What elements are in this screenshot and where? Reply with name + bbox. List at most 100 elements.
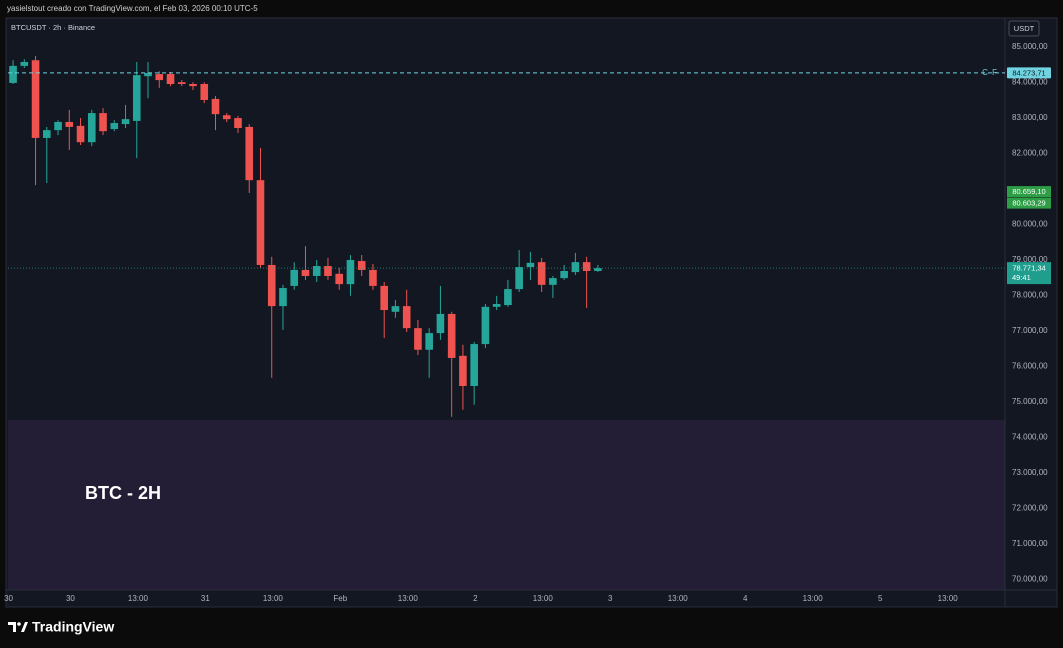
y-tick-label: 71.000,00 [1012,539,1048,548]
line-tag: C F [982,68,998,77]
x-tick-label: 13:00 [263,594,284,603]
candle-body [346,260,355,285]
candle-body [301,269,310,276]
candle-body [99,113,107,132]
candle-body [155,74,164,81]
logo-part [8,622,16,632]
candle-body [65,121,74,127]
candle-body [54,121,62,131]
candle-body [504,289,512,306]
candle-body [110,123,119,130]
y-tick-label: 83.000,00 [1012,113,1048,122]
y-tick-label: 77.000,00 [1012,326,1048,335]
price-label-box [1007,197,1051,209]
candle-body [279,288,287,307]
candle-body [9,65,17,83]
candle-body [357,261,366,270]
x-tick-label: Feb [333,594,347,603]
y-tick-label: 74.000,00 [1012,433,1048,442]
candle-body [166,74,175,84]
candle-body [335,273,344,285]
x-tick-label: 13:00 [128,594,149,603]
last-price-box [1007,262,1051,285]
x-tick-label: 2 [473,594,478,603]
candle-body [492,304,501,307]
x-tick-label: 13:00 [668,594,689,603]
candle-body [369,269,377,286]
currency-box[interactable] [1008,20,1040,37]
candle-body [177,82,186,84]
y-tick-label: 84.000,00 [1012,78,1048,87]
logo-part [17,622,21,626]
candle-body [425,333,433,350]
candle-body [459,355,467,386]
candle-body [234,118,242,128]
price-label: 80.603,29 [1012,199,1045,208]
candle-body [222,115,231,120]
line-price-label: 84.273,71 [1012,68,1045,77]
candle-body [43,130,51,138]
candle-body [245,126,254,181]
currency[interactable]: USDT [1014,24,1035,33]
logo-part [21,622,28,632]
candle-body [436,313,445,334]
candle-body [256,180,265,265]
x-tick-label: 13:00 [803,594,824,603]
candle-body [200,84,209,100]
y-tick-label: 78.000,00 [1012,291,1048,300]
y-tick-label: 85.000,00 [1012,42,1048,51]
y-tick-label: 82.000,00 [1012,149,1048,158]
line-price-box [1007,67,1051,79]
candle-body [447,313,456,358]
candle-body [380,285,388,311]
price-label: 80.659,10 [1012,187,1045,196]
candle-body [324,266,332,276]
candle-body [537,262,546,285]
y-tick-label: 80.000,00 [1012,220,1048,229]
candle-body [20,62,29,66]
candle-body [594,268,602,271]
brand-logo [8,622,28,632]
caption: yasielstout creado con TradingView.com, … [7,4,258,13]
x-tick-label: 13:00 [938,594,959,603]
candle-body [470,344,478,386]
candle-body [189,84,197,87]
x-tick-label: 4 [743,594,748,603]
candle-body [402,306,411,329]
candle-body [76,125,85,143]
candle-body [290,269,299,286]
candle-body [144,73,152,77]
candle-body [560,271,568,279]
candle-body [391,306,400,312]
candle-body [515,267,523,290]
candle-body [571,262,580,273]
highlight-zone [8,420,1005,590]
x-tick-label: 13:00 [398,594,419,603]
x-tick-label: 3 [608,594,613,603]
candle-body [121,119,130,125]
candle-body [582,262,591,271]
y-tick-label: 75.000,00 [1012,397,1048,406]
countdown: 49:41 [1012,273,1031,282]
y-tick-label: 79.000,00 [1012,255,1048,264]
candle-body [132,75,141,121]
price-label-box [1007,186,1051,198]
symbol-legend: BTCUSDT · 2h · Binance [11,23,95,32]
x-tick-label: 30 [66,594,75,603]
x-tick-label: 13:00 [533,594,554,603]
x-tick-label: 31 [201,594,210,603]
candle-body [87,113,96,143]
y-tick-label: 70.000,00 [1012,574,1048,583]
candle-body [414,328,422,350]
candle-body [549,278,557,285]
y-tick-label: 72.000,00 [1012,503,1048,512]
y-tick-label: 73.000,00 [1012,468,1048,477]
last-price-label: 78.771,34 [1012,264,1045,273]
candle-body [31,60,40,138]
candle-body [312,266,321,276]
x-tick-label: 5 [878,594,883,603]
candle-body [211,98,220,115]
y-tick-label: 76.000,00 [1012,362,1048,371]
